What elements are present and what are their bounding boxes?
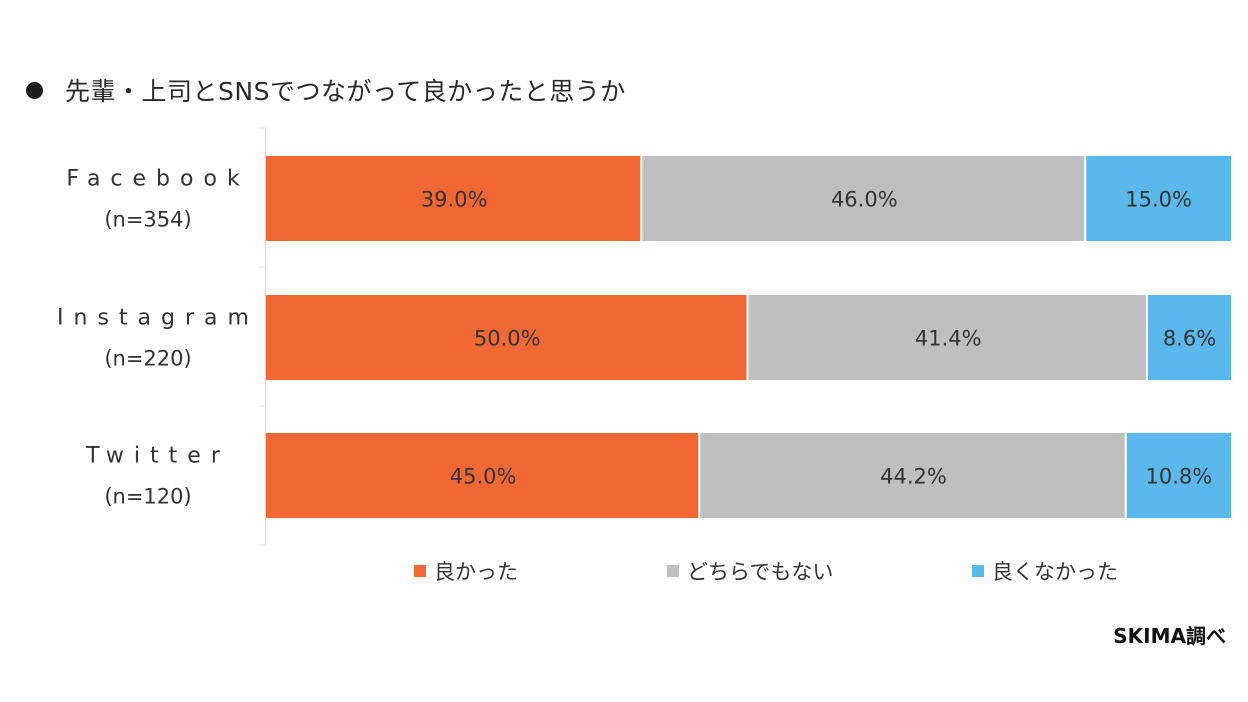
- data-label-twitter-2: 10.8%: [1146, 465, 1213, 489]
- legend-item-bad: 良くなかった: [972, 556, 1118, 586]
- legend-item-good: 良かった: [414, 556, 518, 586]
- chart-title-row: 先輩・上司とSNSでつながって良かったと思うか: [26, 72, 626, 108]
- data-label-facebook-2: 15.0%: [1125, 188, 1192, 212]
- legend-label-bad: 良くなかった: [992, 560, 1118, 584]
- legend-label-neutral: どちらでもない: [687, 560, 834, 584]
- bar-segment-instagram-2: [1148, 295, 1231, 380]
- bar-segment-instagram-0: [266, 295, 747, 380]
- bar-segment-facebook-2: [1086, 156, 1231, 241]
- bar-segment-facebook-0: [266, 156, 641, 241]
- chart-title: 先輩・上司とSNSでつながって良かったと思うか: [65, 77, 626, 106]
- category-n-label-facebook: (n=354): [104, 208, 191, 232]
- data-label-instagram-0: 50.0%: [474, 327, 541, 351]
- bar-segment-twitter-1: [700, 433, 1125, 518]
- data-label-facebook-0: 39.0%: [421, 188, 488, 212]
- source-note: SKIMA調べ: [1113, 624, 1226, 648]
- bullet-icon: [26, 81, 43, 99]
- data-label-twitter-1: 44.2%: [880, 465, 947, 489]
- legend-swatch-neutral: [667, 565, 679, 577]
- bar-segment-twitter-2: [1126, 433, 1231, 518]
- bar-segment-facebook-1: [642, 156, 1085, 241]
- legend-item-neutral: どちらでもない: [667, 556, 833, 586]
- category-n-label-instagram: (n=220): [104, 347, 191, 371]
- data-label-instagram-1: 41.4%: [915, 327, 982, 351]
- legend-swatch-bad: [972, 565, 984, 577]
- category-label-twitter: Twitter: [85, 444, 230, 469]
- bar-segment-twitter-0: [266, 433, 699, 518]
- legend-label-good: 良かった: [434, 560, 518, 584]
- bar-segment-instagram-1: [748, 295, 1147, 380]
- data-label-instagram-2: 8.6%: [1163, 327, 1216, 351]
- legend-swatch-good: [414, 565, 426, 577]
- category-n-label-twitter: (n=120): [104, 485, 191, 509]
- category-label-facebook: Facebook: [66, 167, 249, 192]
- category-label-instagram: Instagram: [57, 306, 259, 331]
- data-label-facebook-1: 46.0%: [831, 188, 898, 212]
- data-label-twitter-0: 45.0%: [450, 465, 517, 489]
